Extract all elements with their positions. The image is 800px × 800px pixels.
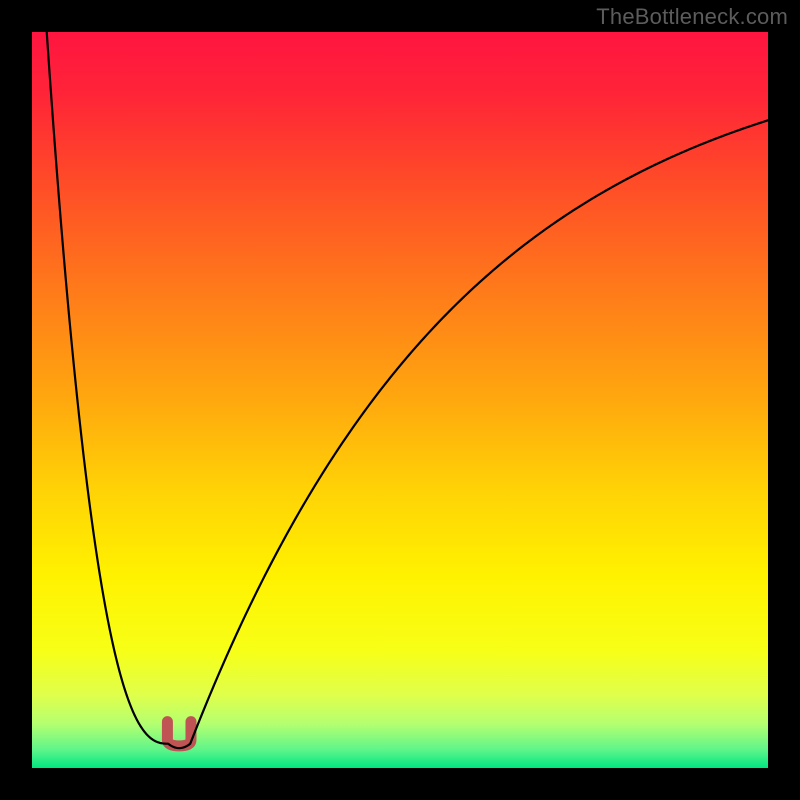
- chart-container: TheBottleneck.com: [0, 0, 800, 800]
- watermark-text: TheBottleneck.com: [596, 4, 788, 30]
- gradient-background: [32, 32, 768, 768]
- bottleneck-curve-chart: [0, 0, 800, 800]
